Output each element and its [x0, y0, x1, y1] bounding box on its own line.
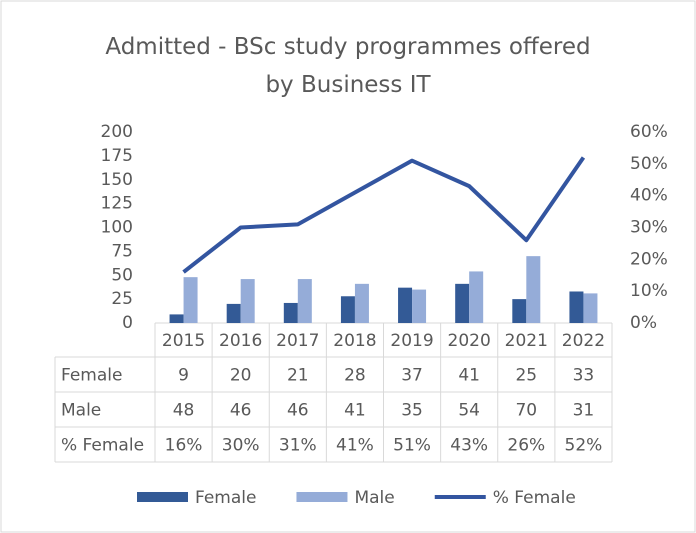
x-tick-label: 2016	[219, 331, 262, 351]
y2-tick-label: 50%	[630, 154, 668, 174]
table-cell: 31%	[279, 436, 317, 456]
bar	[583, 293, 598, 323]
y2-tick-label: 20%	[630, 249, 668, 269]
y-tick-label: 25	[111, 289, 133, 309]
y-tick-label: 200	[101, 122, 133, 142]
y2-tick-label: 0%	[630, 313, 657, 333]
table-cell: 70	[515, 401, 537, 421]
y2-tick-label: 10%	[630, 281, 668, 301]
bar	[412, 289, 427, 323]
table-cell: 46	[230, 401, 252, 421]
chart-title: Admitted - BSc study programmes offered …	[105, 34, 591, 98]
x-tick-label: 2019	[390, 331, 433, 351]
bar	[240, 279, 255, 323]
line-series	[182, 156, 586, 274]
x-tick-label: 2017	[276, 331, 319, 351]
x-tick-label: 2015	[162, 331, 205, 351]
table-row-label: % Female	[61, 436, 144, 456]
bar	[340, 296, 355, 323]
bar	[183, 277, 198, 323]
bar	[283, 302, 298, 323]
y-tick-label: 175	[101, 146, 133, 166]
x-tick-label: 2022	[562, 331, 605, 351]
table-cell: 31	[573, 401, 595, 421]
table-cell: 21	[287, 366, 309, 386]
bar	[526, 256, 541, 323]
table-cell: 35	[401, 401, 423, 421]
y-tick-label: 125	[101, 194, 133, 214]
y2-tick-label: 30%	[630, 218, 668, 238]
legend-label: Female	[195, 488, 256, 508]
table-cell: 26%	[507, 436, 545, 456]
table-cell: 37	[401, 366, 423, 386]
table-cell: 9	[178, 366, 189, 386]
y-tick-label: 100	[101, 218, 133, 238]
bar	[398, 287, 413, 323]
y2-tick-label: 40%	[630, 186, 668, 206]
table-cell: 28	[344, 366, 366, 386]
y-tick-label: 75	[111, 241, 133, 261]
table-cell: 41%	[336, 436, 374, 456]
bar	[469, 271, 484, 323]
table-cell: 51%	[393, 436, 431, 456]
table-cell: 46	[287, 401, 309, 421]
table-cell: 48	[173, 401, 195, 421]
table-cell: 16%	[165, 436, 203, 456]
legend-swatch	[296, 492, 348, 502]
table-row-label: Female	[61, 366, 122, 386]
bar	[297, 279, 312, 323]
bar	[169, 314, 184, 323]
y-tick-label: 0	[122, 313, 133, 333]
bar	[569, 291, 584, 323]
table-cell: 20	[230, 366, 252, 386]
table-cell: 52%	[565, 436, 603, 456]
legend-swatch	[137, 492, 188, 502]
bar	[455, 283, 470, 323]
legend-label: Male	[354, 488, 394, 508]
legend-label: % Female	[493, 488, 576, 508]
table-cell: 41	[458, 366, 480, 386]
table-cell: 41	[344, 401, 366, 421]
table-cell: 30%	[222, 436, 260, 456]
y2-tick-label: 60%	[630, 122, 668, 142]
bar	[226, 303, 241, 323]
x-tick-label: 2018	[333, 331, 376, 351]
table-cell: 43%	[450, 436, 488, 456]
table-cell: 54	[458, 401, 480, 421]
table-cell: 33	[573, 366, 595, 386]
x-tick-label: 2020	[448, 331, 491, 351]
table-cell: 25	[515, 366, 537, 386]
bar	[512, 299, 527, 323]
x-tick-label: 2021	[505, 331, 548, 351]
y-tick-label: 150	[101, 170, 133, 190]
table-row-label: Male	[61, 401, 101, 421]
bar	[354, 283, 369, 323]
y-tick-label: 50	[111, 265, 133, 285]
